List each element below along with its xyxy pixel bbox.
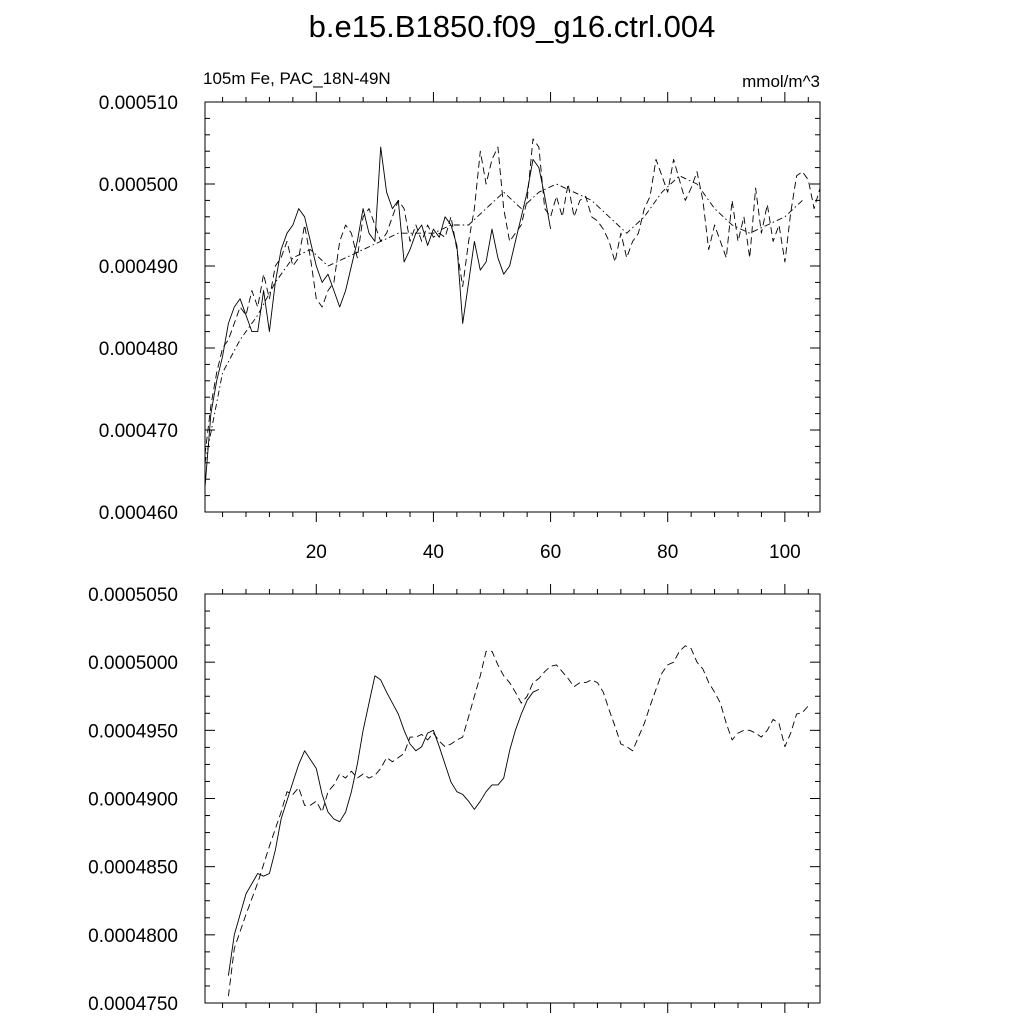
lower-panel: 0.0004750 0.0004800 0.0004850 0.0004900 0.00… xyxy=(88,584,821,1015)
y-tick-label: 0.000480 xyxy=(99,339,178,360)
y-tick-label: 0.0004950 xyxy=(88,721,178,742)
series-line-solid-1 xyxy=(204,146,552,488)
x-tick-label: 20 xyxy=(306,542,327,563)
figure-title: b.e15.B1850.f09_g16.ctrl.004 xyxy=(309,9,716,44)
upper-tick-marks xyxy=(205,92,820,522)
series-line-solid-1 xyxy=(227,675,540,976)
y-tick-label: 0.000460 xyxy=(99,503,178,524)
y-tick-label: 0.0004900 xyxy=(88,790,178,811)
y-tick-label: 0.0004850 xyxy=(88,858,178,879)
y-tick-label: 0.000510 xyxy=(99,93,178,114)
y-tick-label: 0.000500 xyxy=(99,175,178,196)
y-tick-label: 0.0005000 xyxy=(88,653,178,674)
upper-panel-left-label: 105m Fe, PAC_18N-49N xyxy=(203,69,391,88)
x-tick-label: 80 xyxy=(657,542,678,563)
upper-tick-labels: 0.000460 0.000470 0.000480 0.000490 0.000500… xyxy=(99,93,801,563)
x-tick-label: 100 xyxy=(769,542,801,563)
series-line-dashed-2 xyxy=(227,645,809,997)
series-line-dashed-2 xyxy=(204,138,821,455)
lower-tick-marks xyxy=(205,584,820,1013)
lower-plot-frame xyxy=(204,593,821,1004)
upper-panel-unit-label: mmol/m^3 xyxy=(742,72,820,91)
upper-series-group xyxy=(204,138,821,488)
x-tick-label: 60 xyxy=(540,542,561,563)
y-tick-label: 0.000490 xyxy=(99,257,178,278)
y-tick-label: 0.0004750 xyxy=(88,994,178,1015)
lower-tick-labels: 0.0004750 0.0004800 0.0004850 0.0004900 0.00… xyxy=(88,585,178,1015)
y-tick-label: 0.000470 xyxy=(99,421,178,442)
upper-plot-frame xyxy=(204,101,821,513)
lower-series-group xyxy=(227,645,809,997)
y-tick-label: 0.0005050 xyxy=(88,585,178,606)
series-line-dash-dot-3 xyxy=(204,175,803,463)
x-tick-label: 40 xyxy=(423,542,444,563)
y-tick-label: 0.0004800 xyxy=(88,926,178,947)
upper-panel: 105m Fe, PAC_18N-49N mmol/m^3 0.0004600.… xyxy=(99,69,821,563)
